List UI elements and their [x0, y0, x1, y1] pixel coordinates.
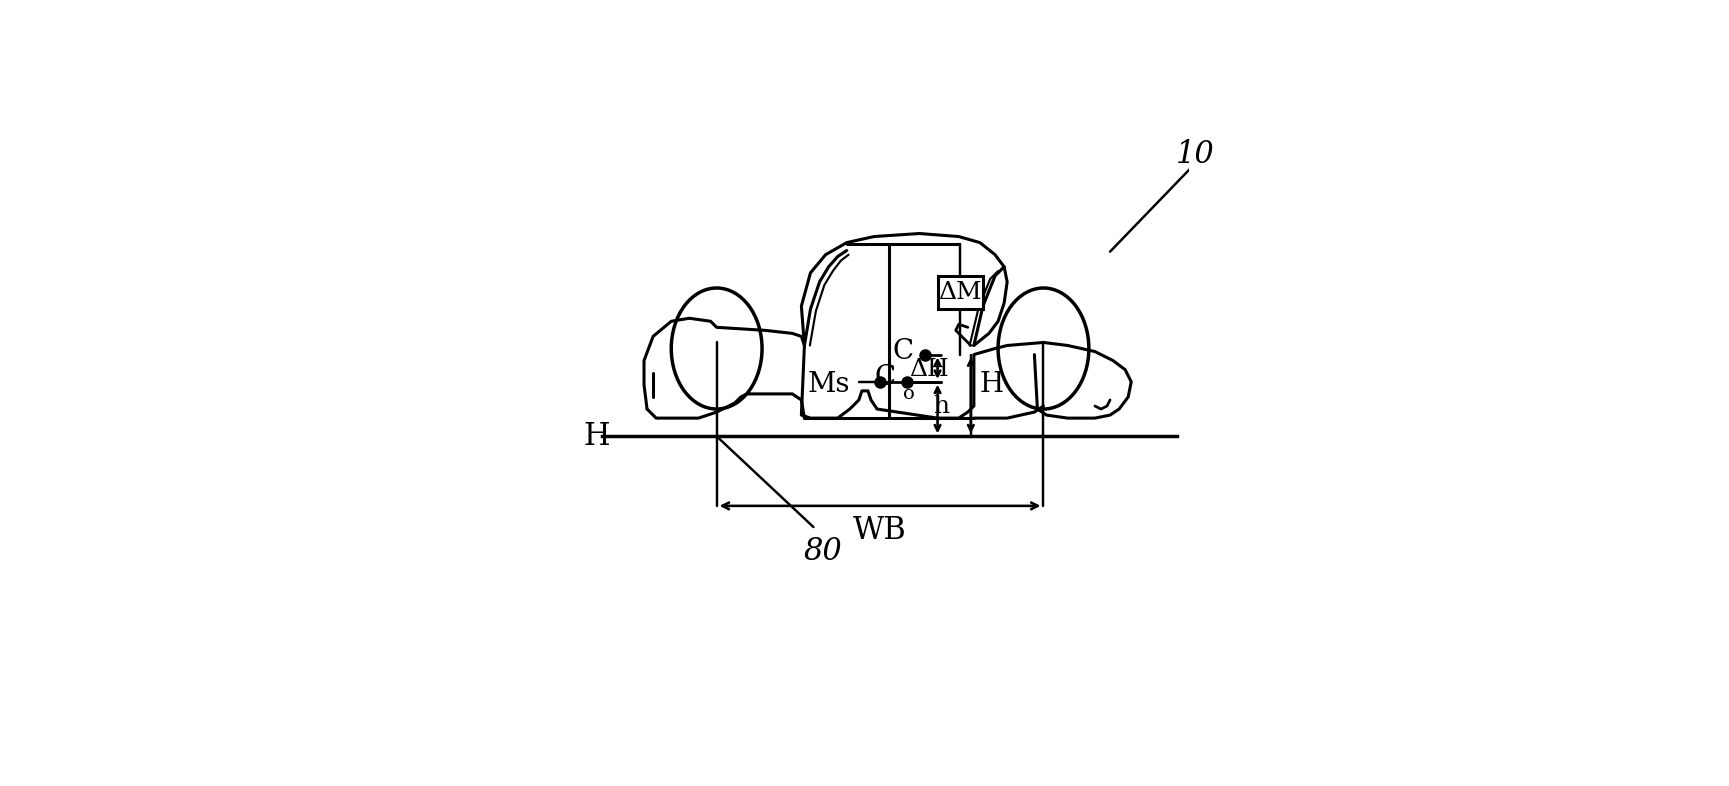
Text: o: o	[903, 385, 915, 403]
Text: h: h	[934, 395, 949, 417]
Text: 80: 80	[804, 536, 842, 567]
Text: C: C	[892, 338, 913, 365]
Text: ΔH: ΔH	[909, 358, 949, 381]
Bar	[937, 276, 984, 309]
Text: H: H	[980, 371, 1005, 399]
Text: C: C	[875, 364, 896, 391]
Text: 10: 10	[1176, 139, 1214, 171]
Text: ΔM: ΔM	[939, 281, 982, 304]
Text: Ms: Ms	[807, 371, 849, 399]
Text: WB: WB	[852, 515, 908, 545]
Text: H: H	[584, 421, 610, 452]
